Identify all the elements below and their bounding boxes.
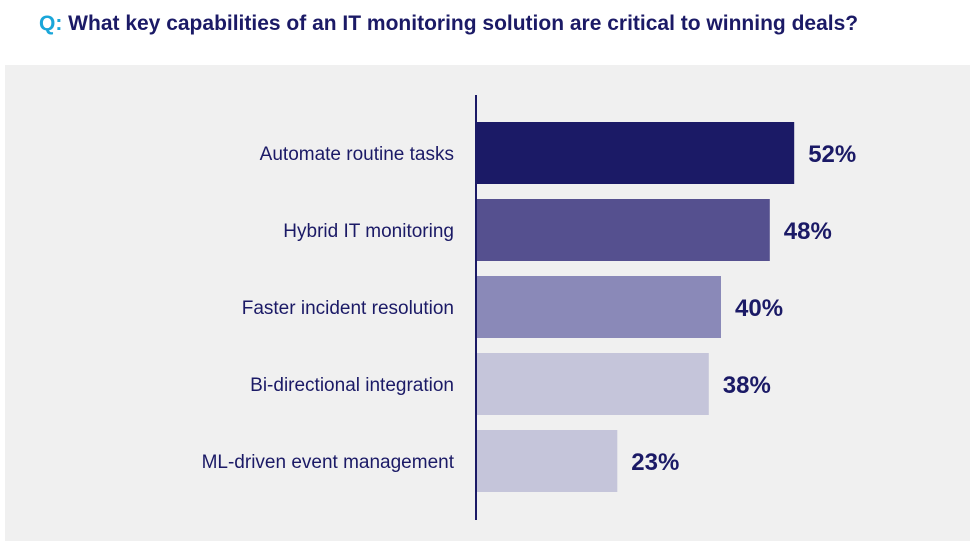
bar-2 — [477, 276, 721, 338]
bar-4 — [477, 430, 618, 492]
bar-0 — [477, 122, 795, 184]
bar-3 — [477, 353, 709, 415]
category-label: Automate routine tasks — [260, 144, 454, 165]
category-label: ML-driven event management — [202, 452, 455, 473]
title-prefix: Q: — [39, 12, 63, 35]
title-text: What key capabilities of an IT monitorin… — [68, 12, 859, 35]
category-label: Hybrid IT monitoring — [283, 221, 454, 242]
value-label: 52% — [808, 141, 856, 168]
chart-title: Q: What key capabilities of an IT monito… — [39, 12, 858, 36]
value-label: 40% — [735, 295, 783, 322]
category-label: Bi-directional integration — [250, 375, 454, 396]
bar-1 — [477, 199, 770, 261]
value-label: 23% — [631, 449, 679, 476]
value-label: 38% — [723, 372, 771, 399]
category-label: Faster incident resolution — [242, 298, 454, 319]
value-label: 48% — [784, 218, 832, 245]
